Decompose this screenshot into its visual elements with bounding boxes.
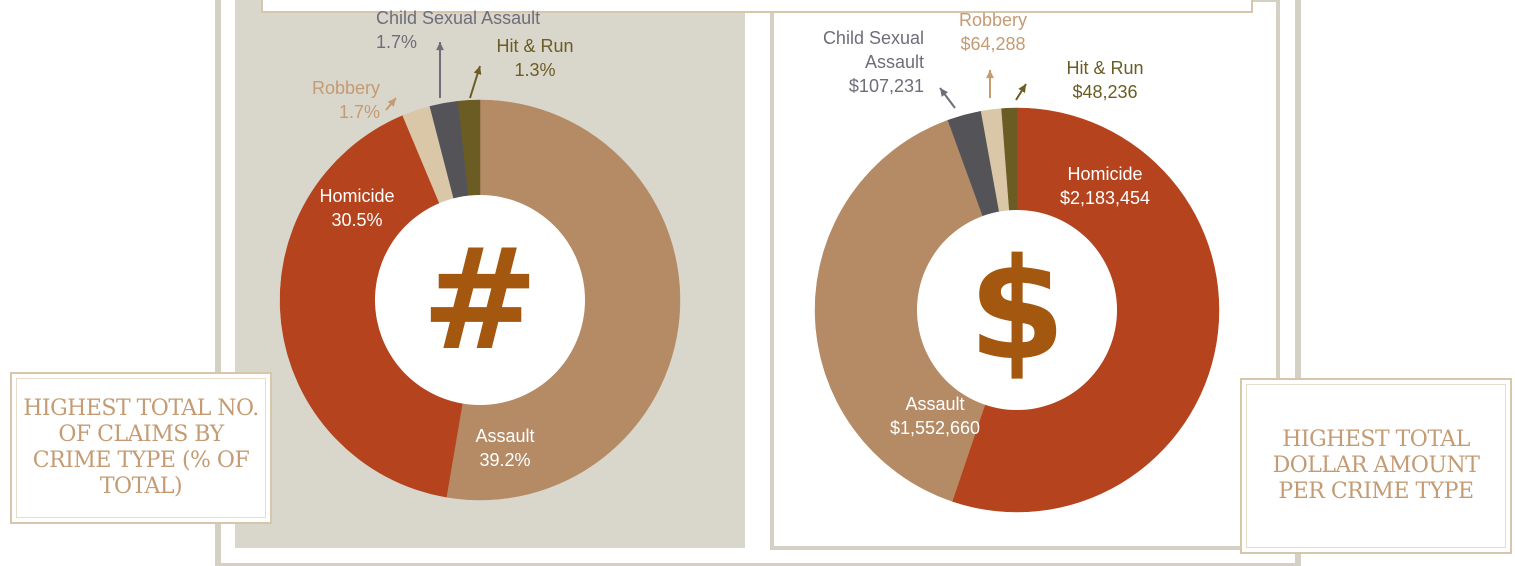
caption-box: HIGHEST TOTAL NO. OF CLAIMS BY CRIME TYP… bbox=[10, 372, 272, 524]
arrow-head bbox=[1018, 84, 1026, 93]
category-label: Robbery bbox=[311, 78, 380, 98]
value-label: $64,288 bbox=[960, 34, 1026, 54]
center-icon: $ bbox=[968, 229, 1065, 392]
data-label: Homicide $2,183,454 bbox=[1030, 162, 1180, 210]
data-label: Hit & Run 1.3% bbox=[470, 34, 600, 82]
value-label: 30.5% bbox=[331, 210, 383, 230]
data-label: Robbery 1.7% bbox=[280, 76, 380, 124]
arrow-head bbox=[986, 70, 994, 79]
category-label: Robbery bbox=[958, 10, 1028, 30]
value-label: $1,552,660 bbox=[889, 418, 981, 438]
data-label: Child Sexual Assault 1.7% bbox=[376, 6, 616, 54]
value-label: $107,231 bbox=[848, 76, 924, 96]
value-label: 1.3% bbox=[514, 60, 556, 80]
category-label: Homicide bbox=[1067, 164, 1143, 184]
data-label: Assault $1,552,660 bbox=[830, 392, 1040, 440]
value-label: 1.7% bbox=[376, 32, 418, 52]
center-icon: # bbox=[421, 219, 538, 382]
arrow-head bbox=[387, 98, 396, 107]
value-label: $2,183,454 bbox=[1059, 188, 1151, 208]
data-label: Assault 39.2% bbox=[405, 424, 605, 472]
data-label: Robbery $64,288 bbox=[930, 8, 1056, 56]
data-label: Homicide 30.5% bbox=[292, 184, 422, 232]
category-label: Hit & Run bbox=[1066, 58, 1144, 78]
category-label: Hit & Run bbox=[496, 36, 574, 56]
donut-hole bbox=[375, 195, 585, 405]
category-label: Homicide bbox=[319, 186, 395, 206]
arrow-head bbox=[436, 42, 444, 51]
data-label: Child Sexual Assault $107,231 bbox=[790, 26, 924, 98]
value-label: 39.2% bbox=[479, 450, 531, 470]
donut-segment bbox=[951, 107, 1220, 513]
value-label: $48,236 bbox=[1072, 82, 1138, 102]
arrow-head bbox=[473, 66, 482, 75]
value-label: 1.7% bbox=[338, 102, 380, 122]
top-box bbox=[261, 0, 1253, 13]
category-label: Child Sexual Assault bbox=[376, 8, 541, 28]
category-label: Child Sexual Assault bbox=[822, 28, 924, 72]
data-label: Hit & Run $48,236 bbox=[1040, 56, 1170, 104]
category-label: Assault bbox=[905, 394, 965, 414]
category-label: Assault bbox=[475, 426, 535, 446]
arrow-head bbox=[940, 88, 948, 97]
donut-hole bbox=[917, 210, 1117, 410]
caption-box: HIGHEST TOTAL DOLLAR AMOUNT PER CRIME TY… bbox=[1240, 378, 1512, 554]
